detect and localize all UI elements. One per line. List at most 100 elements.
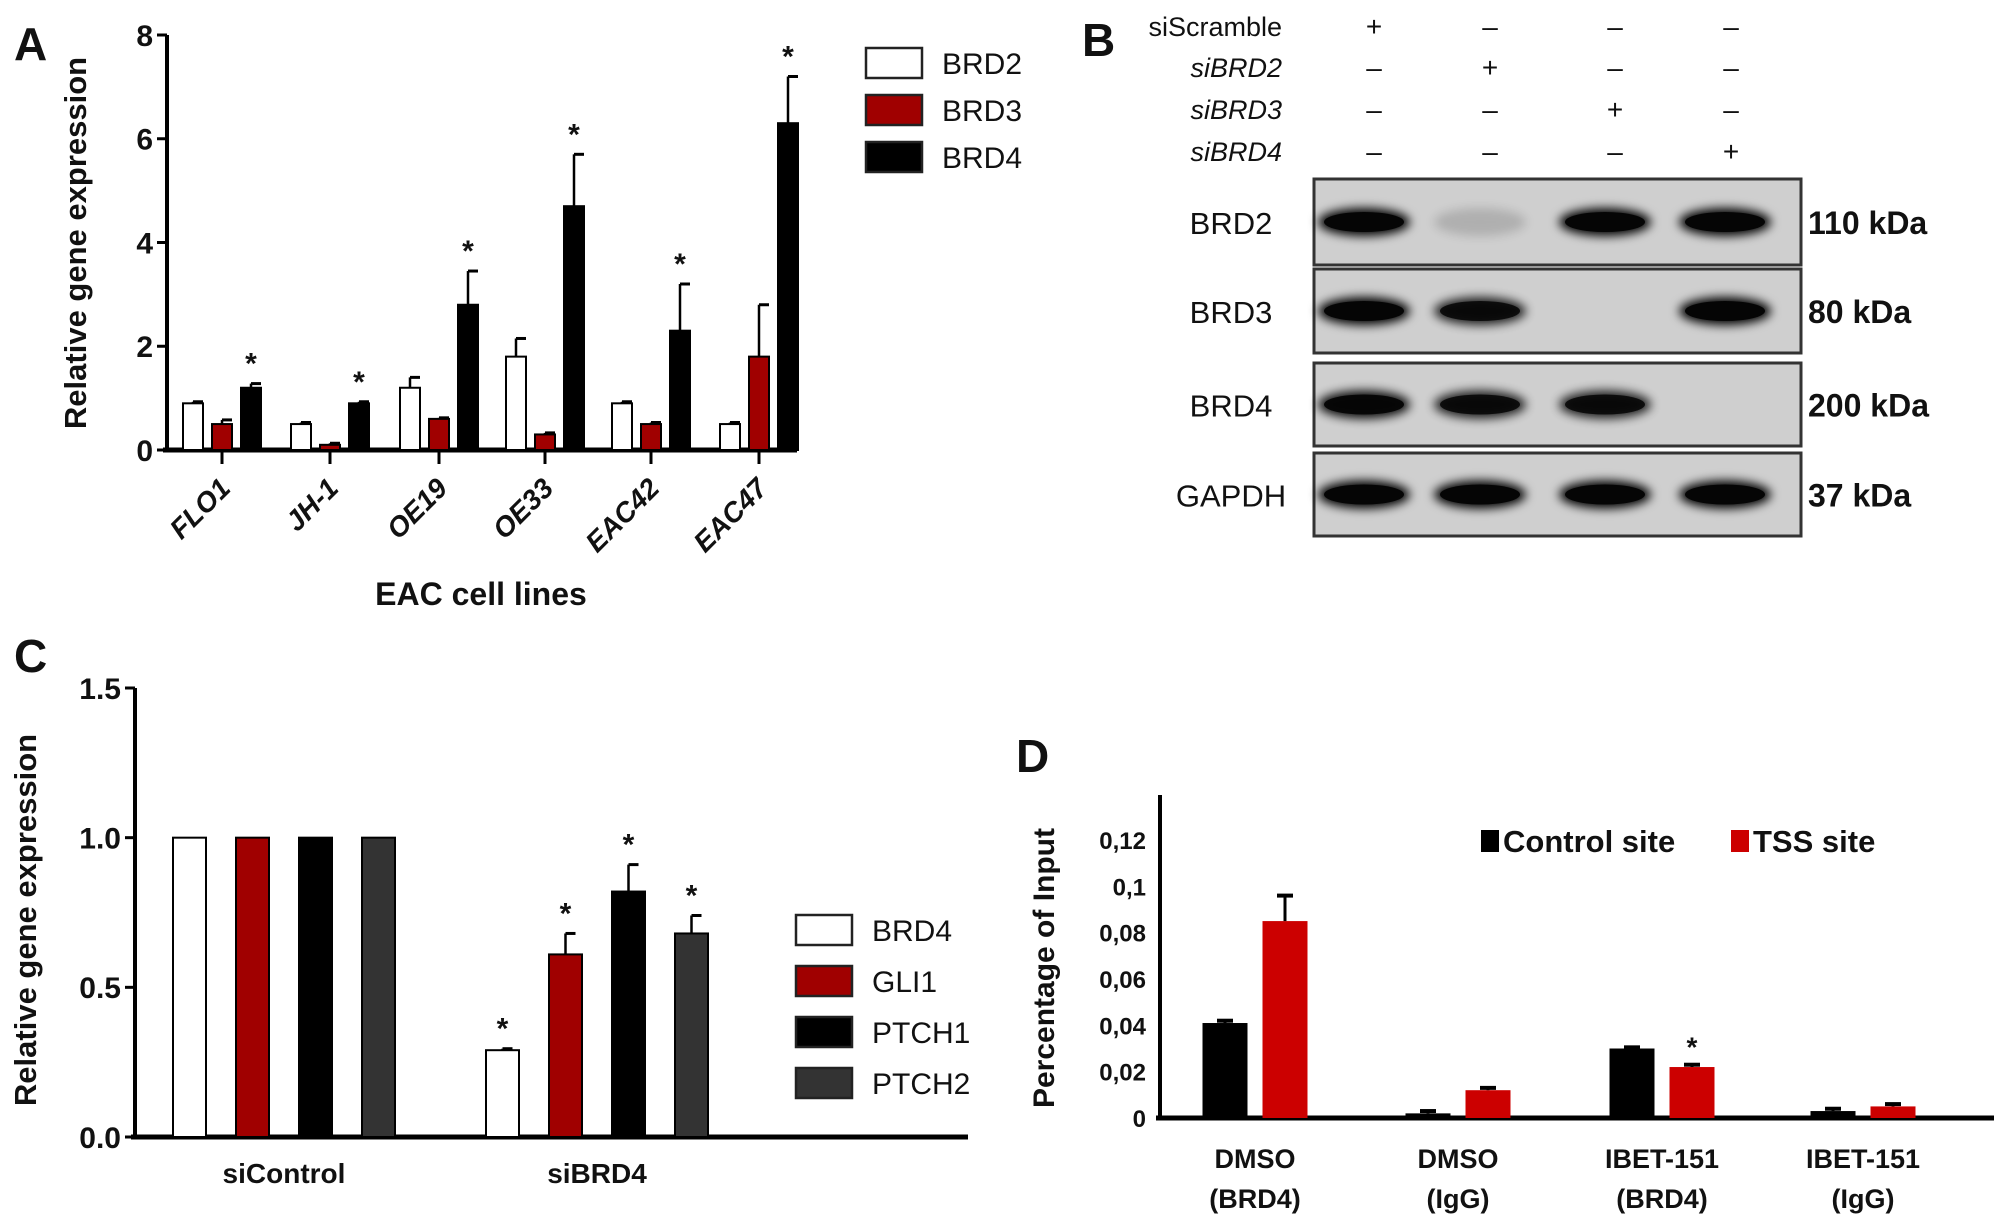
bar-brd3: [534, 433, 556, 451]
panel-label-a: A: [14, 18, 47, 70]
y-tick-label: 0.5: [79, 972, 121, 1005]
bar-brd2: [399, 386, 421, 451]
x-tick-label: (IgG): [1832, 1184, 1895, 1214]
condition-sign: –: [1723, 52, 1739, 83]
bar-tss-site: [1465, 1090, 1511, 1118]
condition-sign: +: [1723, 136, 1739, 167]
condition-sign: +: [1607, 94, 1623, 125]
protein-band-core: [1440, 301, 1520, 321]
condition-label: siBRD4: [1190, 137, 1282, 167]
bar-control-site: [1202, 1023, 1248, 1118]
panel-label-b: B: [1082, 14, 1115, 66]
y-tick-label: 0,1: [1113, 874, 1146, 901]
legend-label: PTCH1: [872, 1017, 970, 1050]
legend-label: BRD3: [942, 95, 1022, 128]
y-tick-label: 0: [1133, 1106, 1146, 1133]
y-tick-label: 0,06: [1099, 967, 1146, 994]
condition-sign: –: [1482, 136, 1498, 167]
x-tick-label: OE19: [381, 472, 454, 545]
x-tick-label: siControl: [223, 1158, 346, 1189]
y-tick-label: 4: [136, 227, 153, 260]
protein-band-core: [1565, 394, 1645, 415]
western-blot-b: siScramble + – – – siBRD2 – + – – siBRD3 – – + – siBRD4…: [1148, 11, 1929, 538]
molecular-weight-label: 110 kDa: [1808, 205, 1927, 241]
significance-star: *: [782, 41, 794, 74]
legend-label: Control site: [1503, 824, 1675, 859]
molecular-weight-label: 37 kDa: [1808, 478, 1911, 514]
molecular-weight-label: 80 kDa: [1808, 294, 1911, 330]
protein-band-core: [1324, 212, 1404, 232]
legend-swatch: [1731, 830, 1749, 852]
significance-star: *: [353, 366, 365, 399]
bar-brd2: [719, 423, 741, 451]
condition-sign: –: [1482, 94, 1498, 125]
bar-brd2: [611, 402, 633, 451]
legend-label: BRD2: [942, 48, 1022, 81]
y-tick-label: 0.0: [79, 1122, 121, 1155]
bar-brd4: [777, 122, 799, 451]
y-tick-label: 1.5: [79, 673, 121, 706]
legend-swatch: [1481, 830, 1499, 852]
y-axis-label: Relative gene expression: [8, 734, 43, 1106]
legend-swatch: [794, 1015, 854, 1049]
chart-c: 0.0 0.5 1.0 1.5 Relative gene expression siCo…: [8, 673, 970, 1189]
chart-a: 0 2 4 6 8 Relative gene expression * FLO1 * JH-1 *…: [58, 20, 1022, 612]
condition-sign: –: [1482, 11, 1498, 42]
bar-gli1: [548, 953, 583, 1139]
x-tick-label: JH-1: [279, 472, 344, 537]
condition-sign: –: [1366, 52, 1382, 83]
condition-label: siBRD2: [1190, 53, 1282, 83]
protein-band-core: [1440, 394, 1520, 415]
condition-label: siScramble: [1148, 12, 1282, 42]
x-tick-label: IBET-151: [1806, 1144, 1920, 1174]
chart-d: 0 0,02 0,04 0,06 0,08 0,1 0,12 Percentage of In…: [1028, 795, 1994, 1214]
protein-band-core: [1685, 212, 1765, 232]
bar-brd2: [290, 423, 312, 451]
y-tick-label: 0,02: [1099, 1060, 1146, 1087]
x-tick-label: EAC42: [579, 472, 665, 558]
y-tick-label: 6: [136, 124, 153, 157]
protein-label: GAPDH: [1176, 479, 1286, 514]
protein-band-core: [1565, 212, 1645, 232]
y-tick-label: 0,12: [1099, 828, 1146, 855]
bar-brd3: [211, 423, 233, 451]
bar-tss-site: [1870, 1106, 1916, 1118]
condition-sign: –: [1366, 94, 1382, 125]
y-tick-label: 2: [136, 331, 153, 364]
bar-tss-site: [1262, 921, 1308, 1118]
x-tick-label: (IgG): [1427, 1184, 1490, 1214]
significance-star: *: [560, 897, 572, 930]
legend-swatch: [864, 46, 924, 80]
condition-sign: –: [1723, 11, 1739, 42]
x-tick-label: IBET-151: [1605, 1144, 1719, 1174]
protein-band-core: [1324, 484, 1404, 505]
protein-label: BRD4: [1190, 389, 1273, 424]
panel-label-c: C: [14, 630, 47, 682]
legend-swatch: [864, 140, 924, 174]
panel-label-d: D: [1016, 730, 1049, 782]
bar-control-site: [1609, 1048, 1655, 1118]
bar-ptch2: [674, 932, 709, 1138]
bar-brd3: [428, 417, 450, 451]
legend-swatch: [794, 964, 854, 998]
x-tick-label: DMSO: [1418, 1144, 1499, 1174]
bar-gli1: [235, 836, 270, 1139]
protein-band-core: [1565, 484, 1645, 505]
legend-swatch: [864, 93, 924, 127]
condition-sign: +: [1482, 52, 1498, 83]
bar-control-site: [1405, 1113, 1451, 1118]
molecular-weight-label: 200 kDa: [1808, 388, 1929, 424]
bar-brd2: [182, 402, 204, 451]
significance-star: *: [497, 1013, 509, 1046]
bar-brd4: [240, 386, 262, 451]
condition-sign: –: [1723, 94, 1739, 125]
protein-band: [1434, 208, 1526, 236]
bar-brd3: [748, 355, 770, 451]
y-tick-label: 0,04: [1099, 1013, 1146, 1040]
x-axis-label: EAC cell lines: [375, 576, 587, 612]
significance-star: *: [245, 348, 257, 381]
legend-swatch: [794, 1066, 854, 1100]
x-tick-label: OE33: [487, 472, 560, 545]
protein-band-core: [1685, 484, 1765, 505]
